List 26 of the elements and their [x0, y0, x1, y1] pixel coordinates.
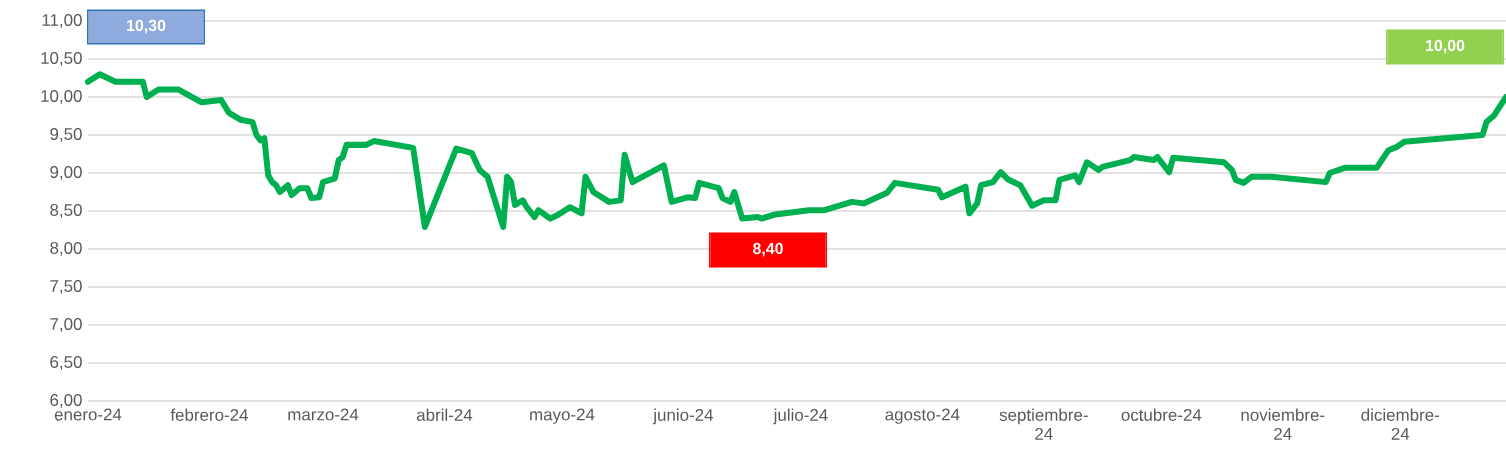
- x-tick-label: octubre-24: [1121, 408, 1202, 421]
- x-tick-label: marzo-24: [288, 408, 359, 421]
- x-tick-label: septiembre-24: [999, 408, 1088, 440]
- annotation: 8,40: [753, 242, 783, 257]
- y-tick-label: 7,50: [50, 280, 82, 294]
- y-tick-label: 10,50: [41, 52, 82, 66]
- annotation: 10,00: [1426, 39, 1465, 54]
- y-tick-label: 9,00: [50, 166, 82, 180]
- y-tick-label: 6,00: [50, 394, 82, 408]
- y-tick-label: 8,00: [50, 242, 82, 256]
- x-tick-label: noviembre-24: [1241, 408, 1325, 440]
- y-tick-label: 10,00: [41, 90, 82, 104]
- x-tick-label: abril-24: [416, 408, 473, 421]
- y-tick-label: 9,50: [50, 128, 82, 142]
- x-tick-label: junio-24: [652, 408, 714, 425]
- annotation: 10,30: [127, 19, 166, 34]
- x-tick-label: febrero-24: [170, 408, 248, 421]
- x-tick-label: enero-24: [54, 408, 122, 421]
- x-tick-label: mayo-24: [530, 408, 595, 424]
- x-tick-label: julio-24: [773, 408, 828, 425]
- y-tick-label: 6,50: [50, 356, 82, 370]
- y-tick-label: 7,00: [50, 318, 82, 332]
- x-tick-label: agosto-24: [885, 408, 960, 424]
- x-tick-label: diciembre-24: [1361, 408, 1440, 440]
- y-tick-label: 11,00: [42, 14, 82, 28]
- y-tick-label: 8,50: [50, 204, 82, 218]
